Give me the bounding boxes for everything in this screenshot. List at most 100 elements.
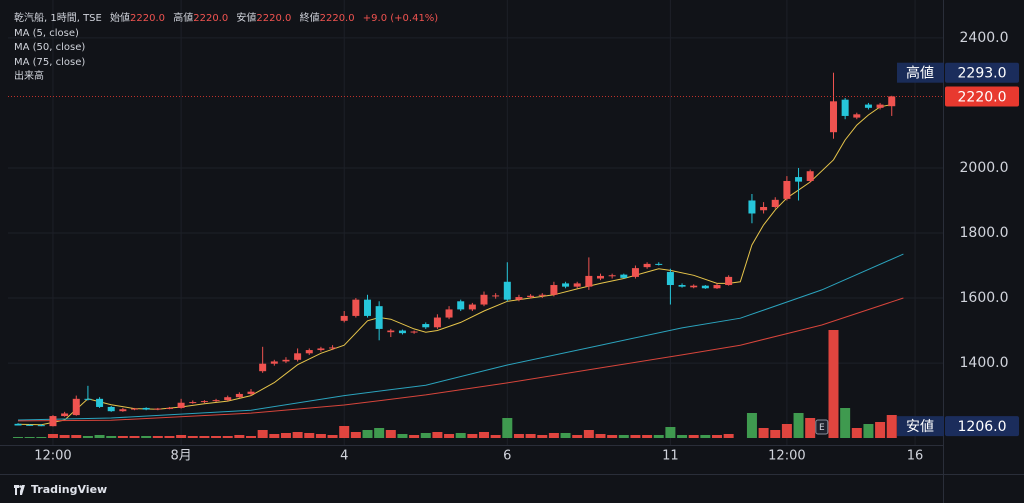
candle-body	[14, 423, 22, 426]
candle-body	[364, 299, 372, 316]
volume-bar	[595, 434, 606, 438]
ma-line	[17, 104, 892, 426]
x-tick-label: 4	[340, 449, 348, 464]
candle-body	[305, 350, 313, 354]
branding[interactable]: TradingView	[14, 483, 107, 496]
candle-body	[864, 104, 872, 108]
candle-body	[259, 363, 267, 372]
y-tick-label: 1400.0	[960, 355, 1009, 371]
ohlc-value: 2220.0	[193, 13, 229, 24]
x-tick-label: 6	[503, 449, 511, 464]
candle-body	[608, 275, 616, 277]
candle-body	[690, 285, 698, 288]
volume-bar	[234, 435, 245, 438]
candle-body	[131, 408, 139, 410]
volume-bar	[863, 424, 874, 438]
volume-bar	[397, 434, 408, 438]
volume-bar	[653, 435, 664, 438]
candle-body	[317, 348, 325, 351]
volume-bar	[106, 436, 117, 438]
candle-body	[562, 283, 570, 287]
candle-body	[154, 408, 162, 410]
volume-bar	[711, 435, 722, 438]
volume-bar	[537, 435, 548, 438]
candle-body	[503, 281, 511, 300]
price-label: 2293.0	[958, 66, 1007, 82]
volume-bar	[152, 436, 163, 438]
volume-bar	[618, 435, 629, 438]
x-tick-label: 12:00	[34, 449, 71, 464]
volume-bar	[607, 435, 618, 438]
price-tag-box	[897, 62, 944, 83]
candle-body	[666, 272, 674, 286]
volume-bar	[560, 433, 571, 438]
volume-bar	[292, 432, 303, 438]
candle-body	[457, 301, 465, 310]
candle-body	[37, 425, 45, 427]
ma-line	[17, 253, 904, 421]
volume-bar	[583, 430, 594, 438]
volume-bar	[141, 436, 152, 438]
candle-body	[829, 101, 837, 133]
volume-bar	[700, 435, 711, 438]
candle-body	[445, 309, 453, 318]
volume-bar	[199, 436, 210, 438]
change: +9.0 (+0.41%)	[362, 13, 439, 24]
x-tick-label: 8月	[170, 449, 191, 464]
indicator[interactable]: MA (50, close)	[14, 42, 86, 53]
volume-bar	[642, 435, 653, 438]
volume-bar	[572, 435, 583, 438]
price-tag-name: 安値	[906, 419, 934, 435]
volume-bar	[746, 413, 757, 438]
indicator[interactable]: MA (5, close)	[14, 27, 79, 39]
indicator[interactable]: 出来高	[14, 71, 44, 82]
volume-bar	[525, 434, 536, 438]
candle-body	[329, 347, 337, 349]
volume-bar	[315, 434, 326, 438]
candle-body	[26, 424, 34, 426]
price-label-box	[945, 416, 1019, 437]
candle-body	[701, 285, 709, 289]
volume-bar	[374, 428, 385, 438]
volume-bar	[164, 436, 175, 438]
candle-body	[585, 275, 593, 287]
candle-body	[597, 275, 605, 279]
candle-body	[573, 283, 581, 287]
candle-body	[49, 416, 57, 427]
candle-body	[247, 391, 255, 394]
candle-body	[96, 398, 104, 407]
volume-bar	[350, 432, 361, 438]
volume-bar	[886, 415, 897, 438]
volume-bar	[36, 437, 47, 438]
candle-body	[468, 304, 476, 310]
volume-bar	[13, 437, 24, 438]
volume-bar	[444, 434, 455, 438]
volume-bar	[409, 435, 420, 438]
volume-bar	[82, 436, 93, 438]
candle-body	[876, 104, 884, 108]
candle-body	[107, 406, 115, 412]
y-tick-label: 2000.0	[960, 160, 1009, 176]
ohlc-label: 終値	[299, 13, 320, 24]
candle-body	[340, 315, 348, 321]
volume-bar	[770, 430, 781, 438]
volume-bar	[828, 330, 839, 438]
candle-body	[643, 263, 651, 268]
candle-body	[795, 177, 803, 182]
symbol-row: 乾汽船, 1時間, TSE 始値2220.0 高値2220.0 安値2220.0…	[14, 12, 438, 27]
volume-bar	[94, 435, 105, 438]
volume-bar	[420, 433, 431, 438]
volume-bar	[875, 422, 886, 438]
indicator[interactable]: MA (75, close)	[14, 56, 86, 68]
volume-bar	[129, 436, 140, 438]
candle-body	[527, 295, 535, 298]
candle-body	[200, 401, 208, 403]
candle-body	[119, 409, 127, 412]
price-label: 2220.0	[958, 89, 1007, 105]
ohlc-label: 安値	[236, 13, 257, 24]
volume-bar	[24, 437, 35, 438]
candle-body	[853, 114, 861, 118]
y-tick-label: 2400.0	[960, 30, 1009, 46]
volume-bar	[257, 430, 268, 438]
